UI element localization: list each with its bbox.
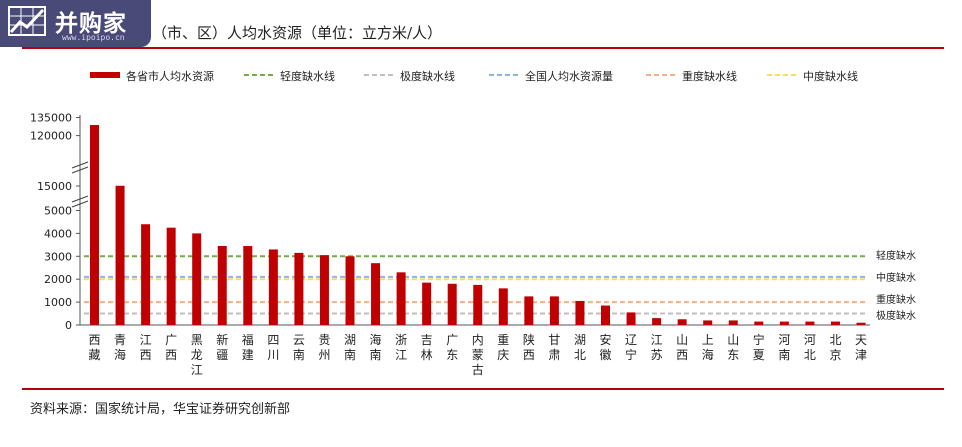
x-tick-label-7: 四川 — [267, 333, 279, 362]
x-tick-label-0: 西藏 — [88, 333, 100, 362]
watermark-logo: 并购家 www.ipoipo.cn — [0, 0, 151, 47]
bar-23 — [677, 319, 687, 325]
reference-label-0: 轻度缺水 — [876, 249, 916, 262]
x-tick-label-24: 上海 — [702, 333, 714, 362]
bar-27 — [779, 321, 789, 325]
bar-10 — [345, 256, 355, 325]
reference-label-4: 中度缺水 — [876, 271, 916, 284]
bar-11 — [371, 263, 381, 325]
x-tick-label-5: 新疆 — [216, 332, 228, 362]
y-tick-label-8: 135000 — [30, 112, 72, 125]
bar-8 — [294, 252, 304, 325]
bar-17 — [524, 296, 534, 325]
legend-label-4: 重度缺水线 — [682, 69, 737, 83]
y-tick-label-4: 4000 — [44, 227, 72, 240]
x-tick-label-6: 福建 — [242, 332, 254, 362]
y-tick-label-6: 15000 — [37, 180, 72, 193]
y-tick-label-1: 1000 — [44, 296, 72, 309]
bar-15 — [473, 284, 483, 325]
axis-break-0 — [71, 195, 89, 208]
y-tick-label-7: 120000 — [30, 130, 72, 143]
y-tick-label-5: 5000 — [44, 205, 72, 218]
bar-26 — [754, 321, 764, 325]
bar-4 — [192, 233, 202, 325]
x-tick-label-14: 广东 — [446, 333, 458, 362]
x-tick-label-26: 宁夏 — [753, 332, 765, 362]
legend-swatch-bars — [90, 72, 120, 78]
x-tick-label-8: 云南 — [293, 333, 305, 362]
source-note: 资料来源：国家统计局，华宝证券研究创新部 — [30, 402, 291, 417]
bar-12 — [396, 272, 406, 325]
bar-9 — [319, 255, 329, 325]
x-tick-label-1: 青海 — [114, 333, 126, 362]
bar-21 — [626, 312, 636, 325]
legend-label-0: 各省市人均水资源 — [126, 69, 214, 83]
x-tick-label-3: 广西 — [165, 333, 177, 362]
x-tick-label-27: 河南 — [778, 333, 790, 362]
bar-5 — [217, 245, 227, 325]
bar-20 — [601, 305, 610, 325]
legend-label-1: 轻度缺水线 — [280, 69, 335, 83]
bar-13 — [422, 282, 432, 325]
logo-brand: 并购家 — [55, 11, 127, 37]
x-tick-label-15: 内蒙古 — [472, 333, 484, 377]
chart-legend: 各省市人均水资源 轻度缺水线 极度缺水线 全国人均水资源量 重度缺水线 中度缺水线 — [90, 69, 858, 83]
logo-url: www.ipoipo.cn — [62, 33, 125, 42]
x-tick-label-2: 江西 — [140, 333, 152, 362]
bar-3 — [166, 227, 176, 325]
legend-label-2: 极度缺水线 — [400, 69, 455, 83]
reference-label-1: 极度缺水 — [876, 309, 916, 322]
x-tick-label-18: 甘肃 — [548, 333, 560, 362]
bar-2 — [141, 224, 151, 325]
x-tick-label-11: 海南 — [370, 332, 382, 362]
bottom-rule — [22, 388, 944, 390]
chart-title: （市、区）人均水资源（单位：立方米/人） — [152, 24, 443, 42]
axis-break-1 — [71, 161, 89, 174]
x-tick-label-21: 辽宁 — [625, 333, 637, 362]
bar-19 — [575, 300, 585, 325]
bar-28 — [805, 321, 815, 325]
x-tick-label-16: 重庆 — [497, 333, 509, 362]
x-tick-label-13: 吉林 — [421, 333, 433, 362]
x-tick-label-25: 山东 — [727, 333, 739, 362]
top-rule — [22, 47, 944, 49]
legend-label-3: 全国人均水资源量 — [525, 69, 613, 83]
bar-22 — [652, 318, 662, 325]
bar-16 — [498, 288, 508, 325]
x-tick-label-12: 浙江 — [395, 333, 407, 362]
bar-6 — [243, 245, 253, 325]
x-tick-label-23: 山西 — [676, 333, 688, 362]
y-axis: 0 1000 2000 3000 4000 5000 15000 120000 135000 — [30, 112, 870, 332]
bar-14 — [447, 283, 457, 325]
bar-0 — [90, 125, 99, 325]
x-tick-label-10: 湖南 — [344, 332, 356, 362]
x-tick-label-28: 河北 — [804, 333, 816, 362]
bar-1 — [115, 185, 125, 325]
x-tick-label-19: 湖北 — [574, 332, 586, 362]
x-tick-label-17: 陕西 — [523, 332, 535, 362]
x-tick-label-9: 贵州 — [318, 333, 330, 362]
bar-7 — [268, 249, 278, 325]
y-tick-label-2: 2000 — [44, 273, 72, 286]
bars — [90, 125, 866, 325]
y-tick-label-3: 3000 — [44, 250, 72, 263]
x-tick-label-30: 天津 — [855, 333, 867, 362]
legend-label-5: 中度缺水线 — [803, 69, 858, 83]
x-tick-label-4: 黑龙江 — [191, 333, 203, 377]
chart-logo-icon — [8, 6, 46, 36]
reference-label-3: 重度缺水 — [876, 293, 916, 306]
bar-25 — [728, 320, 738, 325]
x-tick-label-20: 安徽 — [599, 332, 611, 362]
x-tick-label-22: 江苏 — [651, 333, 663, 362]
x-tick-label-29: 北京 — [829, 333, 841, 362]
bar-24 — [703, 320, 713, 325]
bar-29 — [830, 321, 840, 325]
y-tick-label-0: 0 — [65, 319, 72, 332]
bar-18 — [549, 296, 559, 325]
bar-30 — [856, 322, 866, 325]
